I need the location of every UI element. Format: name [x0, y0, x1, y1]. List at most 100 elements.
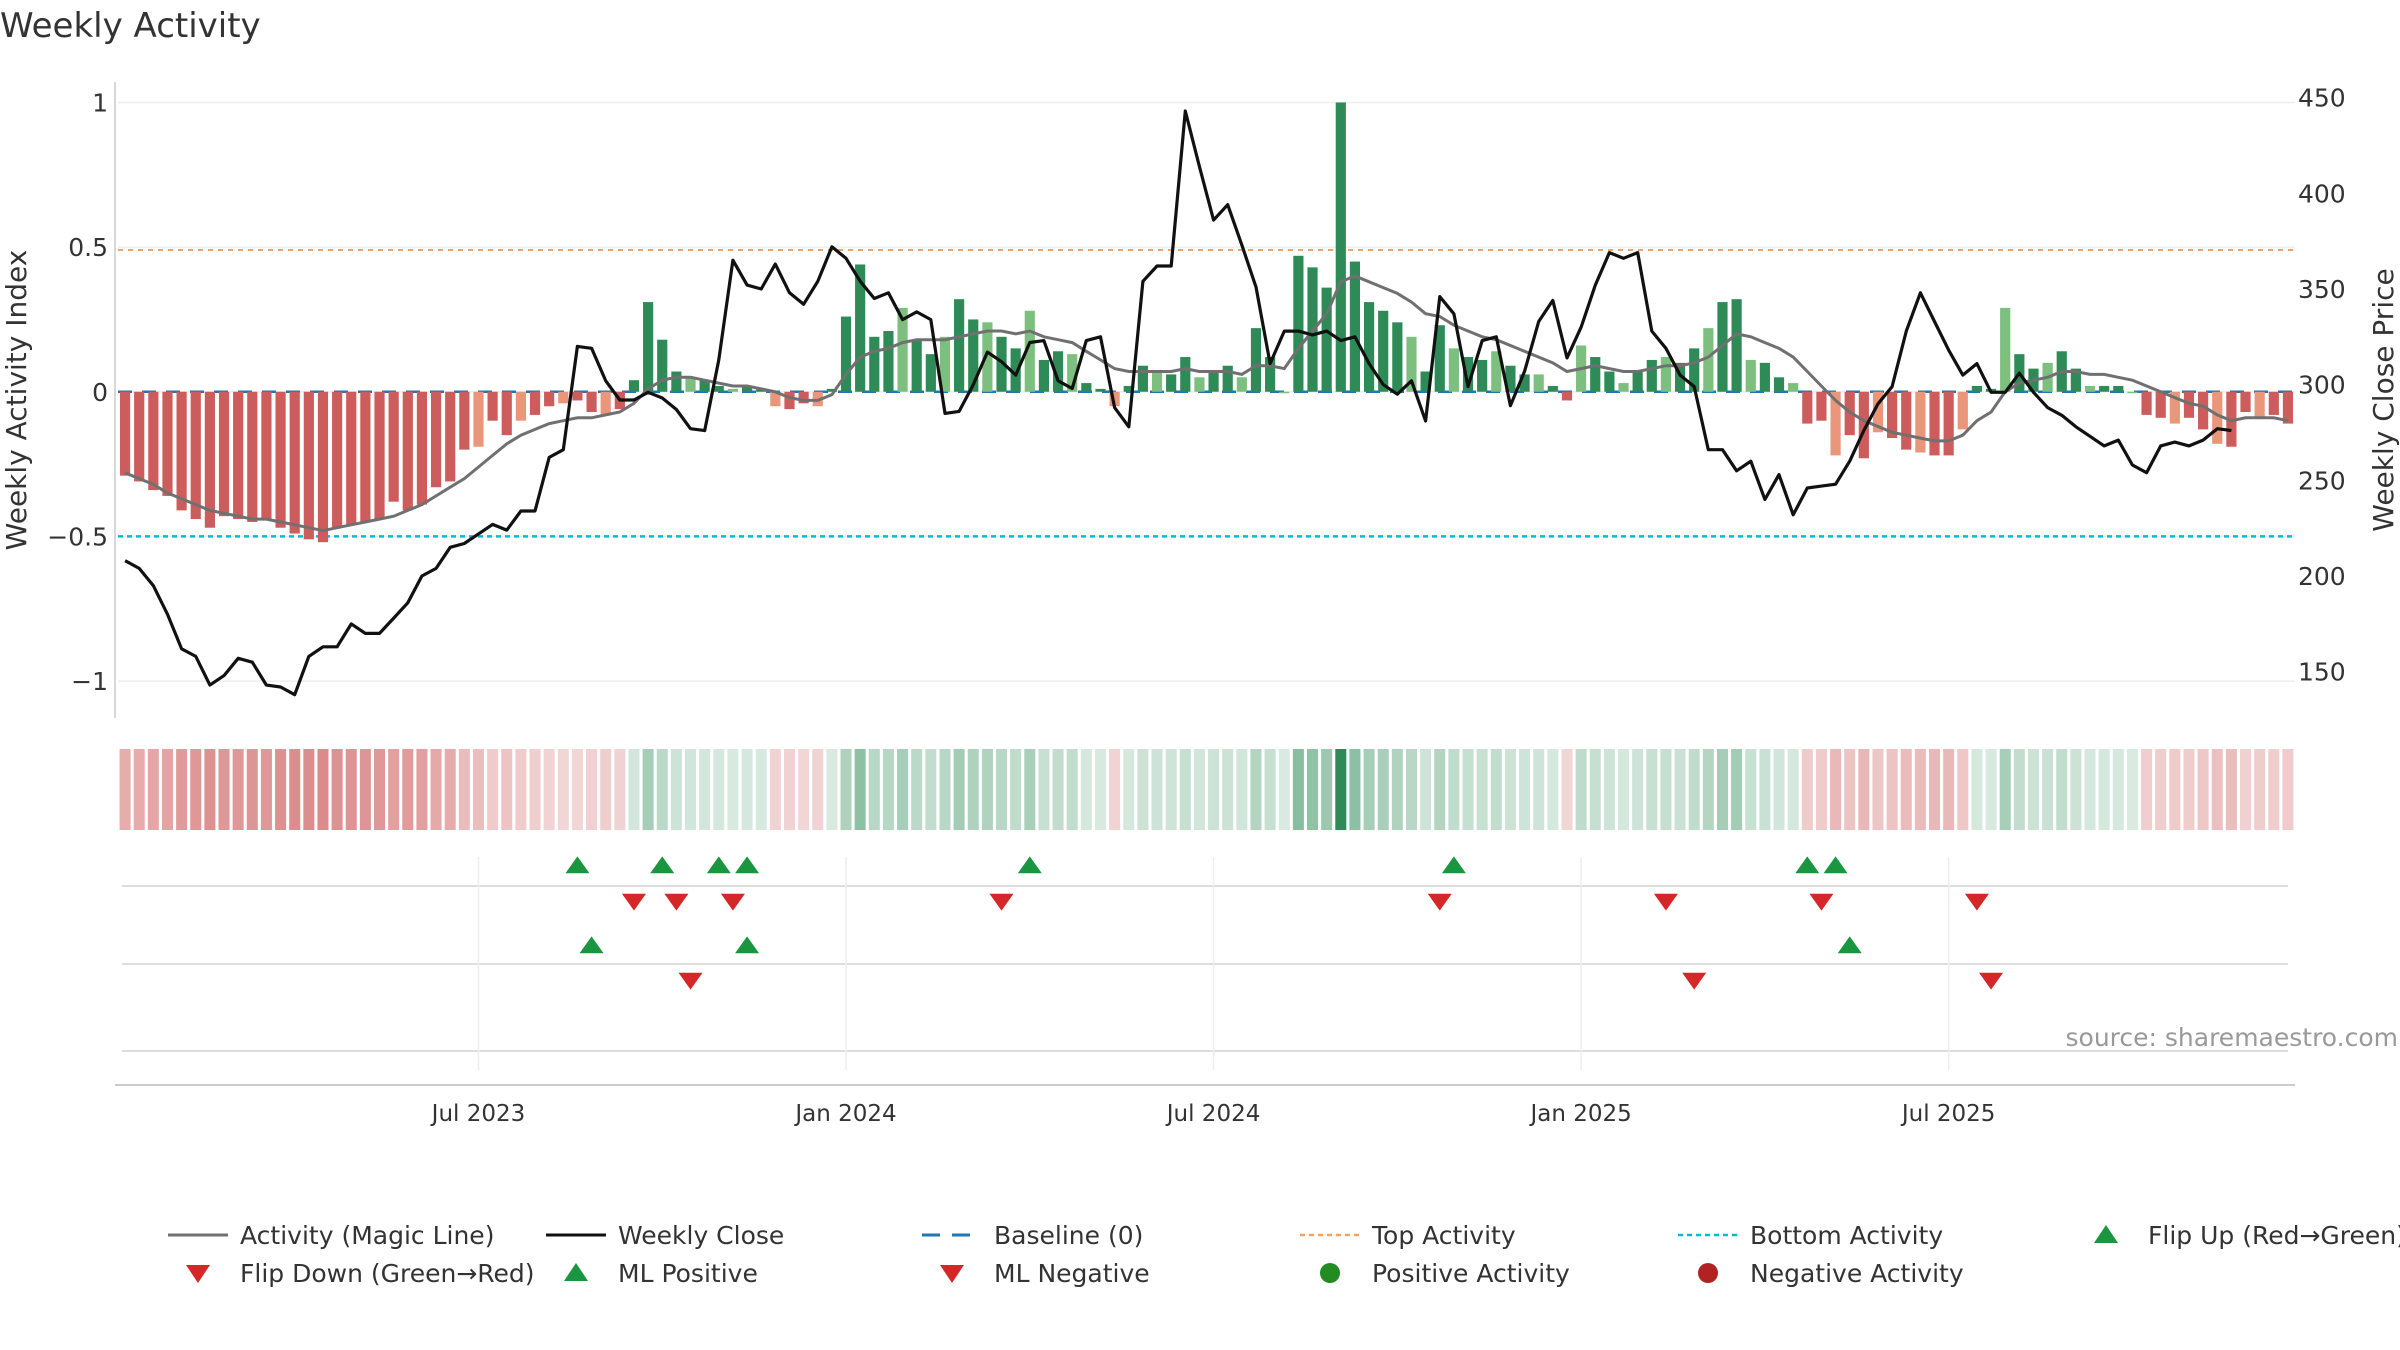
ml-positive-marker-2	[1837, 936, 1862, 954]
heat-cell-140	[2098, 749, 2110, 830]
source-watermark: source: sharemaestro.com	[2066, 1023, 2399, 1052]
activity-bar-95	[1462, 357, 1474, 392]
activity-bar-57	[925, 354, 936, 392]
activity-bar-130	[1957, 391, 1968, 430]
activity-bar-50	[826, 388, 837, 392]
activity-bar-39	[671, 371, 682, 392]
heat-cell-5	[190, 749, 202, 830]
heat-cell-142	[2126, 749, 2138, 830]
heat-cell-77	[1208, 749, 1220, 830]
activity-bar-58	[939, 336, 951, 392]
activity-bar-9	[247, 391, 258, 522]
activity-bar-107	[1632, 371, 1643, 392]
heat-cell-93	[1434, 749, 1446, 830]
ml-negative-marker-1	[1682, 972, 1707, 990]
heat-cell-143	[2141, 749, 2153, 830]
activity-bar-111	[1689, 348, 1700, 392]
flip-marker-panels	[122, 856, 2288, 1052]
heat-cell-34	[600, 749, 612, 830]
heat-cell-28	[515, 749, 527, 830]
activity-bar-43	[727, 388, 739, 392]
heat-cell-76	[1193, 749, 1205, 830]
activity-bar-89	[1378, 310, 1389, 392]
activity-bar-4	[176, 391, 187, 511]
legend-item-5: Flip Up (Red→Green)	[2094, 1221, 2400, 1250]
legend-item-0: Activity (Magic Line)	[168, 1221, 494, 1250]
activity-bar-91	[1406, 336, 1417, 392]
heat-cell-83	[1292, 749, 1304, 830]
activity-bar-126	[1901, 391, 1912, 450]
heat-cell-92	[1420, 749, 1432, 830]
heat-cell-114	[1731, 749, 1743, 830]
flip-up-marker-5	[1441, 856, 1466, 874]
flip-up-marker-4	[1017, 856, 1042, 874]
heat-cell-98	[1504, 749, 1516, 830]
activity-bar-21	[416, 391, 428, 505]
activity-bar-72	[1137, 365, 1148, 392]
activity-bar-69	[1095, 388, 1106, 392]
activity-bar-133	[2000, 307, 2011, 392]
weekly-close-series	[124, 109, 2232, 697]
heat-cell-126	[1900, 749, 1912, 830]
activity-bar-2	[148, 391, 159, 491]
activity-bar-59	[954, 299, 965, 392]
y-left-axis-label: Weekly Activity Index	[0, 250, 33, 551]
heat-cell-7	[218, 749, 230, 830]
heat-cell-31	[557, 749, 569, 830]
activity-bar-18	[374, 391, 385, 520]
heat-cell-153	[2282, 749, 2294, 830]
activity-bar-150	[2240, 391, 2251, 413]
heat-cell-50	[826, 749, 838, 830]
heat-cell-52	[854, 749, 866, 830]
activity-bar-13	[303, 391, 314, 540]
activity-bar-5	[190, 391, 201, 520]
heat-cell-107	[1632, 749, 1644, 830]
activity-bar-70	[1109, 391, 1120, 407]
y-right-tick-label-3: 300	[2298, 371, 2346, 400]
heat-cell-66	[1052, 749, 1064, 830]
activity-bar-104	[1590, 357, 1601, 392]
heat-cell-151	[2254, 749, 2266, 830]
activity-bar-81	[1265, 357, 1276, 392]
y-right-tick-label-0: 450	[2298, 84, 2346, 113]
activity-bar-77	[1208, 371, 1219, 392]
heat-cell-73	[1151, 749, 1163, 830]
activity-bar-125	[1887, 391, 1898, 439]
legend-label-6: Flip Down (Green→Red)	[240, 1259, 535, 1288]
x-axis: Jul 2023 Jan 2024 Jul 2024 Jan 2025 Jul 2025	[115, 857, 2295, 1127]
ml-positive-marker-0	[579, 936, 604, 954]
flip-down-marker-0	[621, 893, 646, 911]
activity-bar-20	[402, 391, 413, 511]
activity-bar-105	[1604, 371, 1615, 392]
activity-bar-129	[1943, 391, 1954, 456]
x-tick-label-2: Jul 2024	[1165, 1101, 1261, 1127]
legend-label-1: Weekly Close	[618, 1221, 784, 1250]
activity-bar-142	[2127, 391, 2138, 394]
heat-cell-36	[628, 749, 640, 830]
activity-bar-60	[968, 319, 979, 392]
activity-bar-26	[487, 391, 498, 421]
heat-cell-37	[642, 749, 654, 830]
x-tick-label-3: Jan 2025	[1528, 1101, 1631, 1127]
heat-cell-79	[1236, 749, 1248, 830]
legend-label-10: Negative Activity	[1750, 1259, 1964, 1288]
legend-item-3: Top Activity	[1300, 1221, 1516, 1250]
activity-bar-119	[1802, 391, 1813, 424]
activity-bar-123	[1858, 391, 1869, 459]
heat-cell-84	[1307, 749, 1319, 830]
heat-cell-75	[1179, 749, 1191, 830]
activity-bar-110	[1674, 362, 1686, 392]
activity-bar-112	[1703, 328, 1714, 392]
activity-bar-138	[2070, 368, 2081, 392]
heat-cell-4	[176, 749, 188, 830]
activity-bar-121	[1830, 391, 1841, 456]
legend-label-5: Flip Up (Red→Green)	[2148, 1221, 2400, 1250]
activity-bar-41	[699, 380, 710, 392]
heat-cell-81	[1264, 749, 1276, 830]
y-right-tick-label-1: 400	[2298, 179, 2346, 208]
heat-cell-88	[1363, 749, 1375, 830]
heat-cell-35	[614, 749, 626, 830]
heat-cell-109	[1660, 749, 1672, 830]
heat-cell-74	[1165, 749, 1177, 830]
activity-bar-82	[1279, 391, 1290, 394]
